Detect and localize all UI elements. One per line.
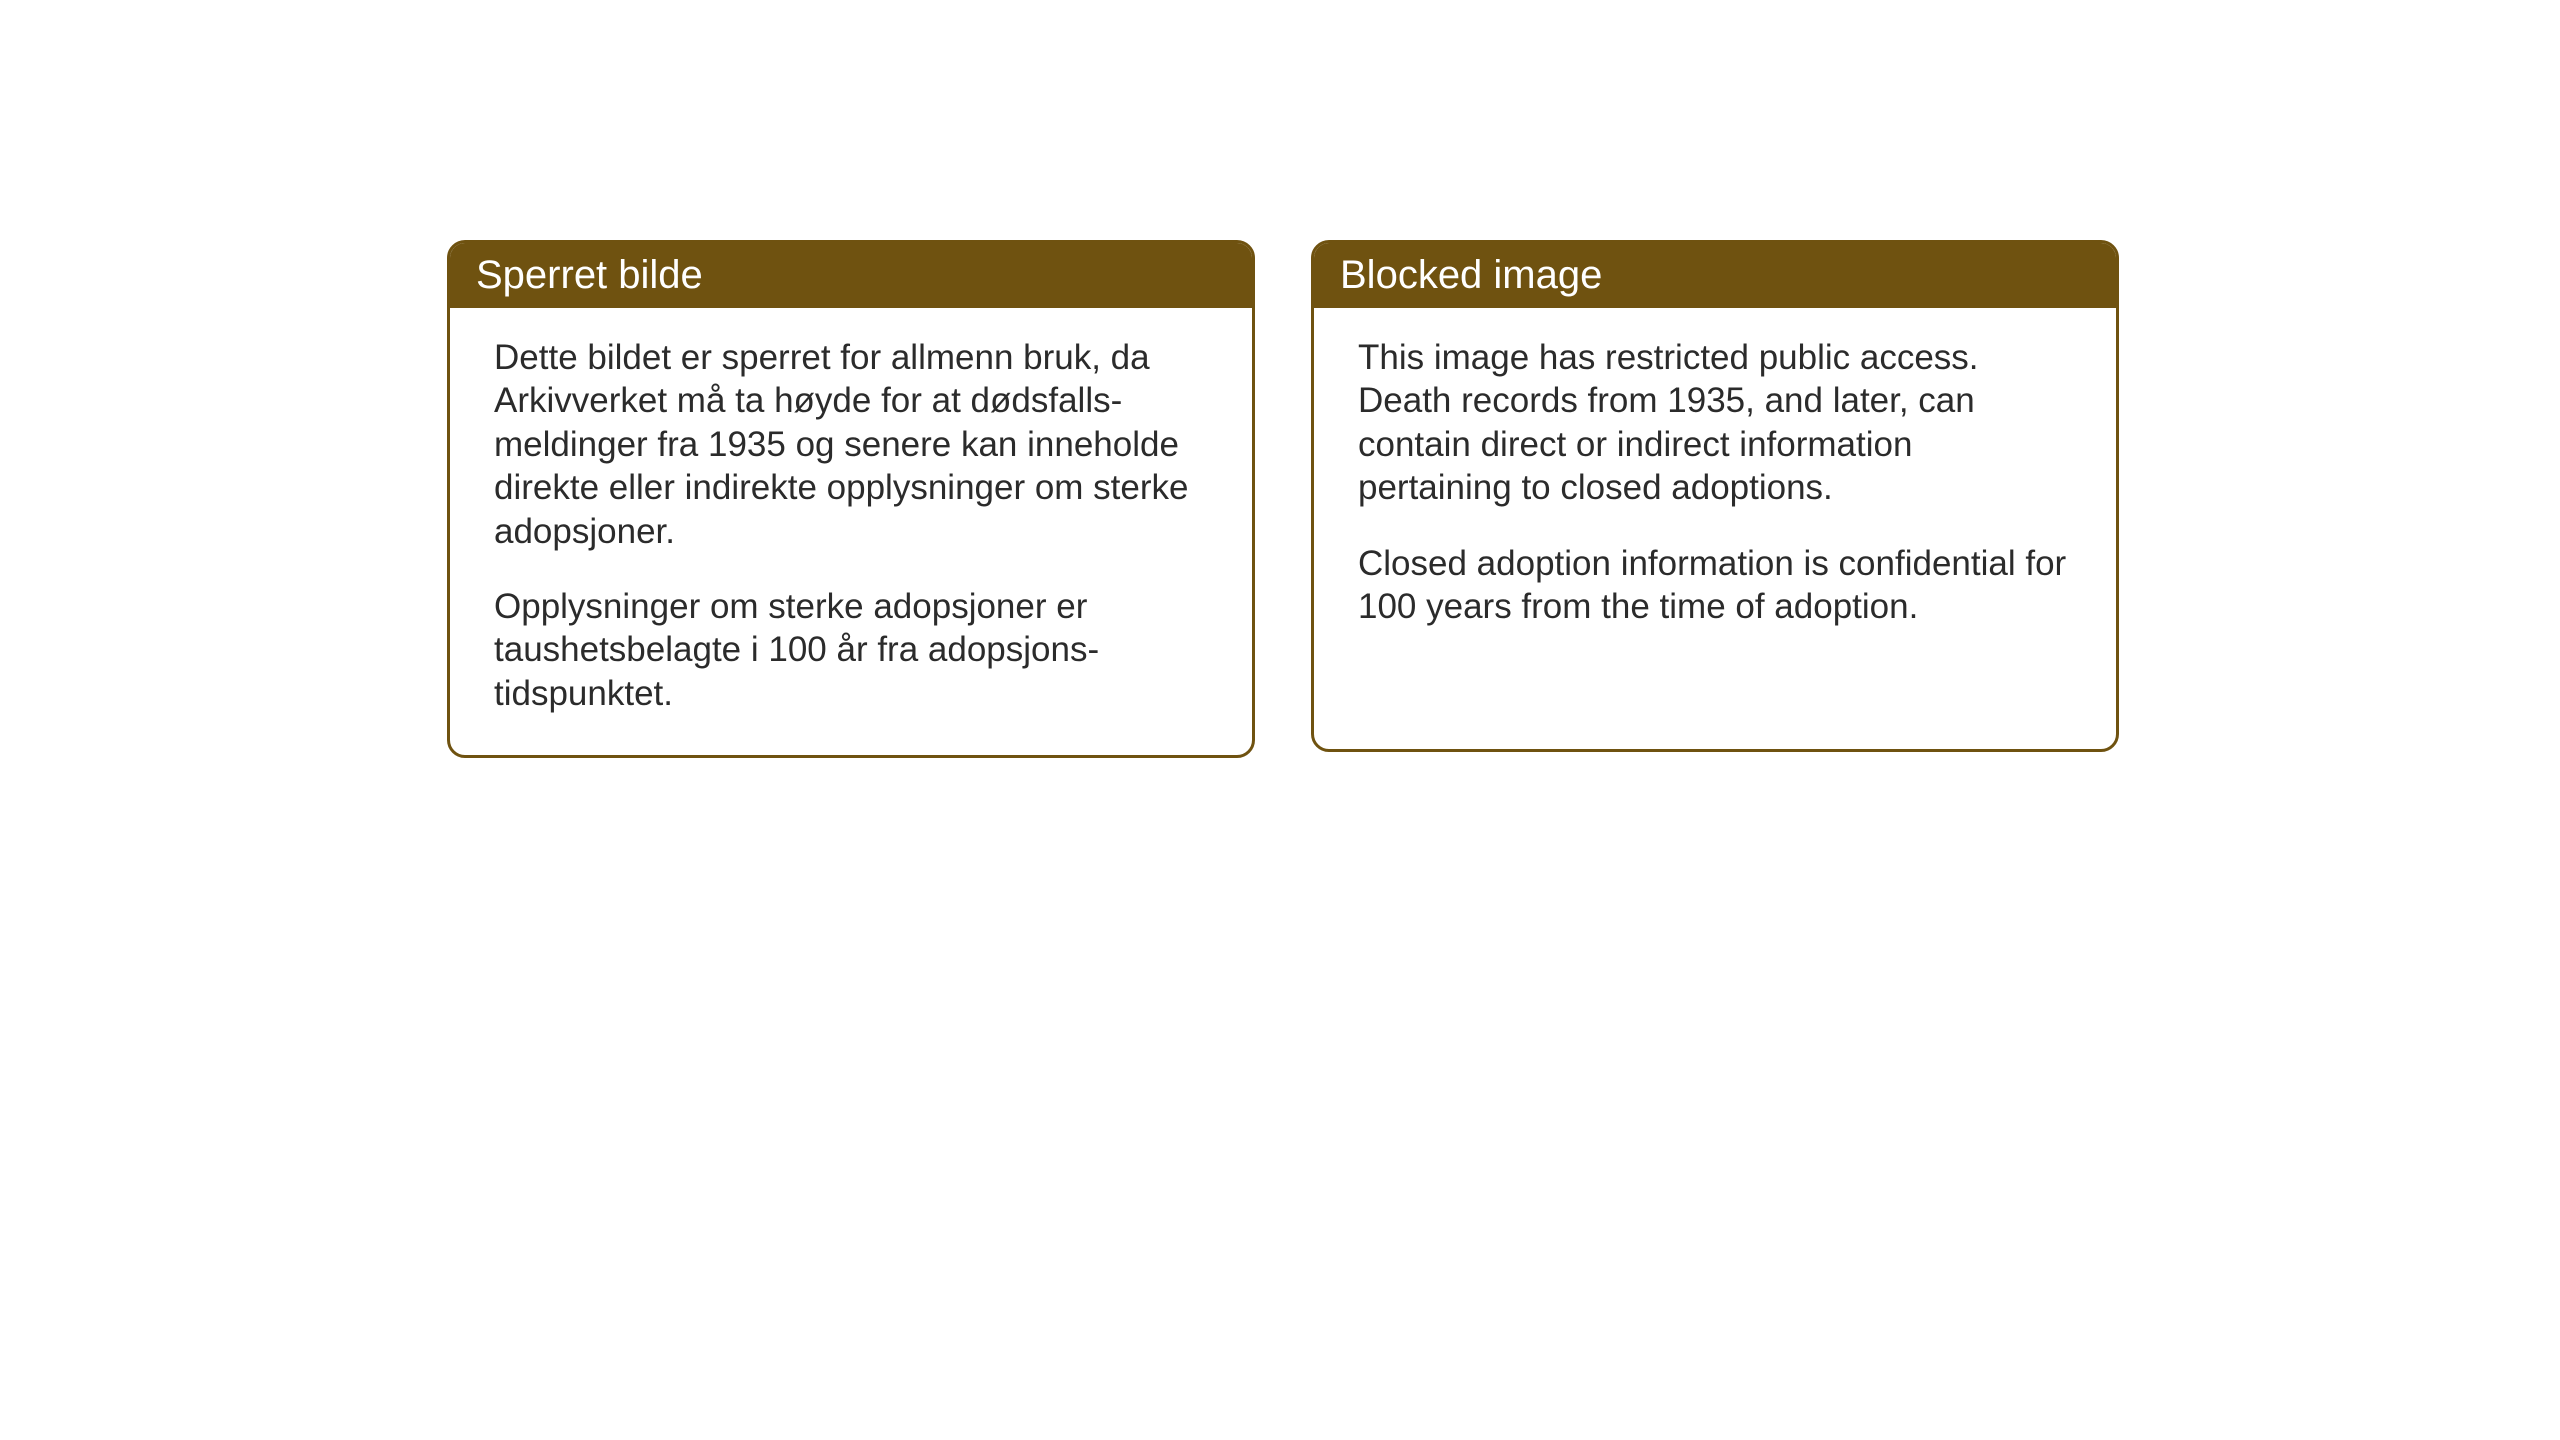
notice-card-norwegian: Sperret bilde Dette bildet er sperret fo… [447,240,1255,758]
notice-paragraph-2-english: Closed adoption information is confident… [1358,542,2072,629]
notice-header-english: Blocked image [1314,243,2116,308]
notice-title-english: Blocked image [1340,253,1602,297]
notice-card-english: Blocked image This image has restricted … [1311,240,2119,752]
notice-header-norwegian: Sperret bilde [450,243,1252,308]
notice-title-norwegian: Sperret bilde [476,253,703,297]
notice-body-english: This image has restricted public access.… [1314,308,2116,668]
notice-paragraph-1-english: This image has restricted public access.… [1358,336,2072,510]
notice-container: Sperret bilde Dette bildet er sperret fo… [447,240,2119,758]
notice-paragraph-1-norwegian: Dette bildet er sperret for allmenn bruk… [494,336,1208,553]
notice-body-norwegian: Dette bildet er sperret for allmenn bruk… [450,308,1252,755]
notice-paragraph-2-norwegian: Opplysninger om sterke adopsjoner er tau… [494,585,1208,715]
